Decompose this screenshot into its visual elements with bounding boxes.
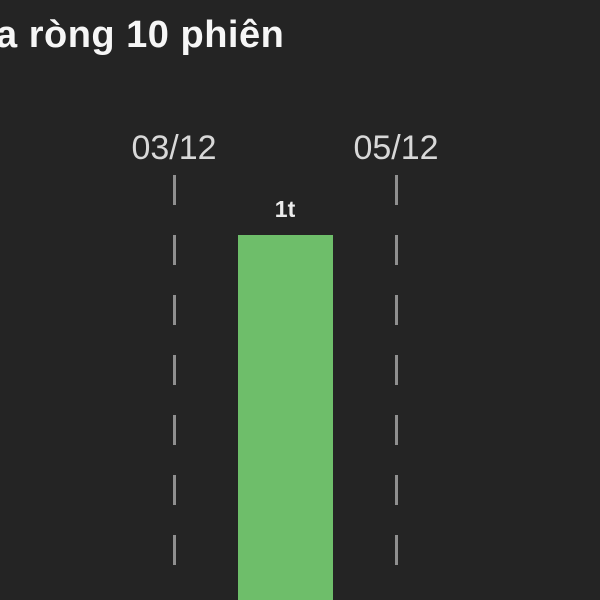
dashed-gridline-left [173,175,176,593]
bar-value-label: 1t [274,196,296,222]
x-tick-label-0312: 03/12 [131,129,217,167]
bar-net-value[interactable] [238,235,333,600]
x-tick-label-0512: 05/12 [353,129,439,167]
chart-plot-area[interactable]: 1t [0,110,600,600]
chart-title: a ròng 10 phiên [0,14,285,56]
dashed-gridline-right [395,175,398,593]
